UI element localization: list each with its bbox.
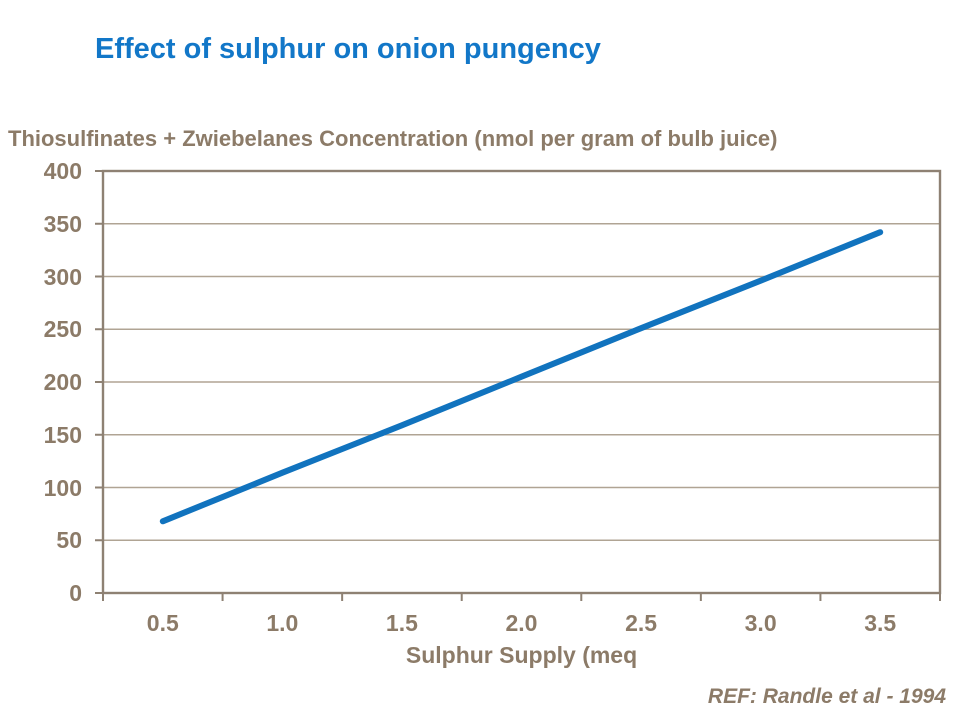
x-tick-label: 2.5: [625, 610, 658, 636]
x-tick-label: 2.0: [505, 610, 538, 636]
x-tick-label: 1.5: [385, 610, 418, 636]
page-title: Effect of sulphur on onion pungency: [95, 33, 601, 65]
y-tick-label: 350: [43, 210, 82, 237]
y-tick-label: 400: [43, 158, 82, 184]
y-tick-label: 150: [43, 421, 82, 448]
x-axis-title: Sulphur Supply (meq: [405, 642, 638, 668]
x-tick-label: 0.5: [146, 610, 179, 636]
data-line: [159, 229, 884, 525]
x-tick-label: 3.5: [864, 610, 897, 636]
y-tick-label: 0: [69, 580, 82, 606]
x-tick-label: 3.0: [744, 610, 777, 636]
y-tick-label: 100: [43, 474, 82, 501]
x-tick-label: 1.0: [266, 610, 299, 636]
y-axis-title: Thiosulfinates + Zwiebelanes Concentrati…: [8, 126, 778, 151]
y-tick-label: 50: [56, 527, 82, 554]
reference-citation: REF: Randle et al - 1994: [707, 685, 946, 708]
y-tick-label: 200: [43, 369, 82, 395]
y-tick-label: 250: [43, 316, 82, 343]
y-tick-label: 300: [43, 263, 82, 290]
